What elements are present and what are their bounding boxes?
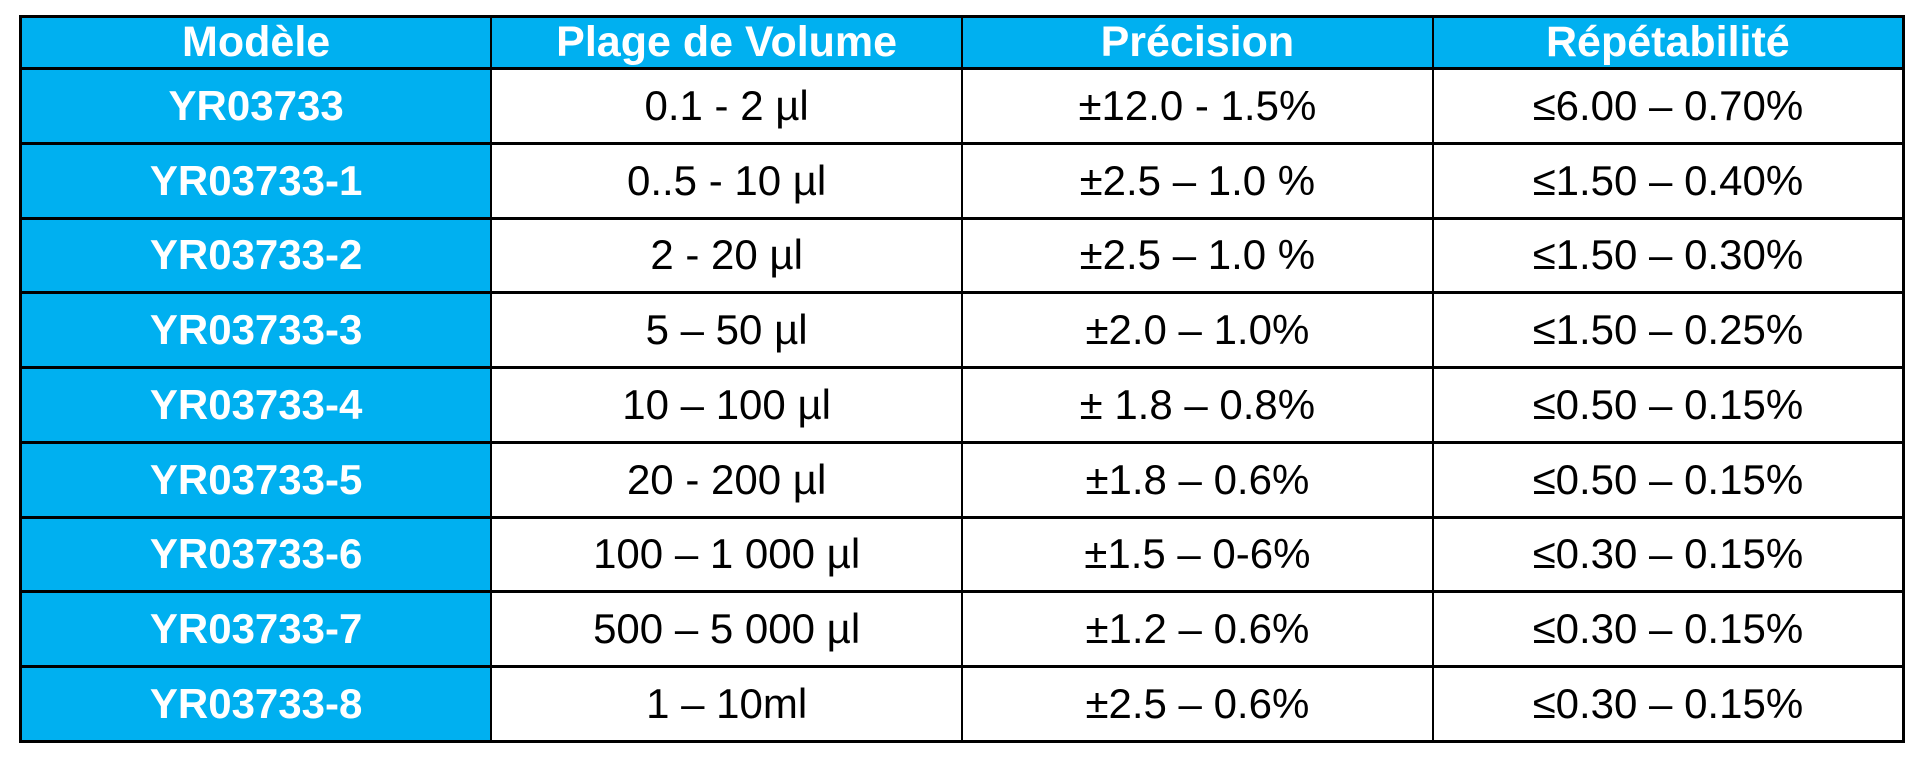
precision-cell: ± 1.8 – 0.8% xyxy=(961,366,1434,444)
repeatability-cell: ≤1.50 – 0.30% xyxy=(1431,216,1905,295)
repeatability-cell: ≤6.00 – 0.70% xyxy=(1431,67,1905,145)
model-cell: YR03733-3 xyxy=(19,291,493,370)
table-row: YR03733-8 1 – 10ml ±2.5 – 0.6% ≤0.30 – 0… xyxy=(19,665,1905,743)
repeatability-cell: ≤0.30 – 0.15% xyxy=(1431,515,1905,594)
volume-range-cell: 100 – 1 000 µl xyxy=(490,515,963,594)
repeatability-cell: ≤0.50 – 0.15% xyxy=(1431,440,1905,519)
precision-cell: ±2.5 – 1.0 % xyxy=(961,141,1434,220)
model-cell: YR03733 xyxy=(19,67,493,145)
repeatability-cell: ≤0.30 – 0.15% xyxy=(1431,590,1905,669)
repeatability-cell: ≤0.50 – 0.15% xyxy=(1431,366,1905,444)
model-cell: YR03733-5 xyxy=(19,440,493,519)
column-header-volume-range: Plage de Volume xyxy=(490,15,963,70)
model-cell: YR03733-8 xyxy=(19,665,493,743)
precision-cell: ±2.0 – 1.0% xyxy=(961,291,1434,370)
table-row: YR03733-6 100 – 1 000 µl ±1.5 – 0-6% ≤0.… xyxy=(19,515,1905,594)
precision-cell: ±2.5 – 0.6% xyxy=(961,665,1434,743)
table-row: YR03733-4 10 – 100 µl ± 1.8 – 0.8% ≤0.50… xyxy=(19,366,1905,444)
precision-cell: ±1.8 – 0.6% xyxy=(961,440,1434,519)
model-cell: YR03733-4 xyxy=(19,366,493,444)
pipette-spec-table: Modèle Plage de Volume Précision Répétab… xyxy=(19,15,1905,743)
volume-range-cell: 0.1 - 2 µl xyxy=(490,67,963,145)
table-row: YR03733-1 0..5 - 10 µl ±2.5 – 1.0 % ≤1.5… xyxy=(19,141,1905,220)
column-header-repeatability: Répétabilité xyxy=(1431,15,1905,70)
table-row: YR03733-2 2 - 20 µl ±2.5 – 1.0 % ≤1.50 –… xyxy=(19,216,1905,295)
repeatability-cell: ≤1.50 – 0.25% xyxy=(1431,291,1905,370)
model-cell: YR03733-6 xyxy=(19,515,493,594)
repeatability-cell: ≤1.50 – 0.40% xyxy=(1431,141,1905,220)
volume-range-cell: 5 – 50 µl xyxy=(490,291,963,370)
volume-range-cell: 0..5 - 10 µl xyxy=(490,141,963,220)
volume-range-cell: 2 - 20 µl xyxy=(490,216,963,295)
column-header-model: Modèle xyxy=(19,15,493,70)
volume-range-cell: 500 – 5 000 µl xyxy=(490,590,963,669)
volume-range-cell: 20 - 200 µl xyxy=(490,440,963,519)
repeatability-cell: ≤0.30 – 0.15% xyxy=(1431,665,1905,743)
model-cell: YR03733-7 xyxy=(19,590,493,669)
precision-cell: ±1.2 – 0.6% xyxy=(961,590,1434,669)
precision-cell: ±12.0 - 1.5% xyxy=(961,67,1434,145)
header-row: Modèle Plage de Volume Précision Répétab… xyxy=(19,15,1905,70)
precision-cell: ±2.5 – 1.0 % xyxy=(961,216,1434,295)
volume-range-cell: 10 – 100 µl xyxy=(490,366,963,444)
column-header-precision: Précision xyxy=(961,15,1434,70)
table-row: YR03733-7 500 – 5 000 µl ±1.2 – 0.6% ≤0.… xyxy=(19,590,1905,669)
table-row: YR03733 0.1 - 2 µl ±12.0 - 1.5% ≤6.00 – … xyxy=(19,67,1905,145)
table-row: YR03733-3 5 – 50 µl ±2.0 – 1.0% ≤1.50 – … xyxy=(19,291,1905,370)
volume-range-cell: 1 – 10ml xyxy=(490,665,963,743)
table-row: YR03733-5 20 - 200 µl ±1.8 – 0.6% ≤0.50 … xyxy=(19,440,1905,519)
model-cell: YR03733-2 xyxy=(19,216,493,295)
precision-cell: ±1.5 – 0-6% xyxy=(961,515,1434,594)
model-cell: YR03733-1 xyxy=(19,141,493,220)
